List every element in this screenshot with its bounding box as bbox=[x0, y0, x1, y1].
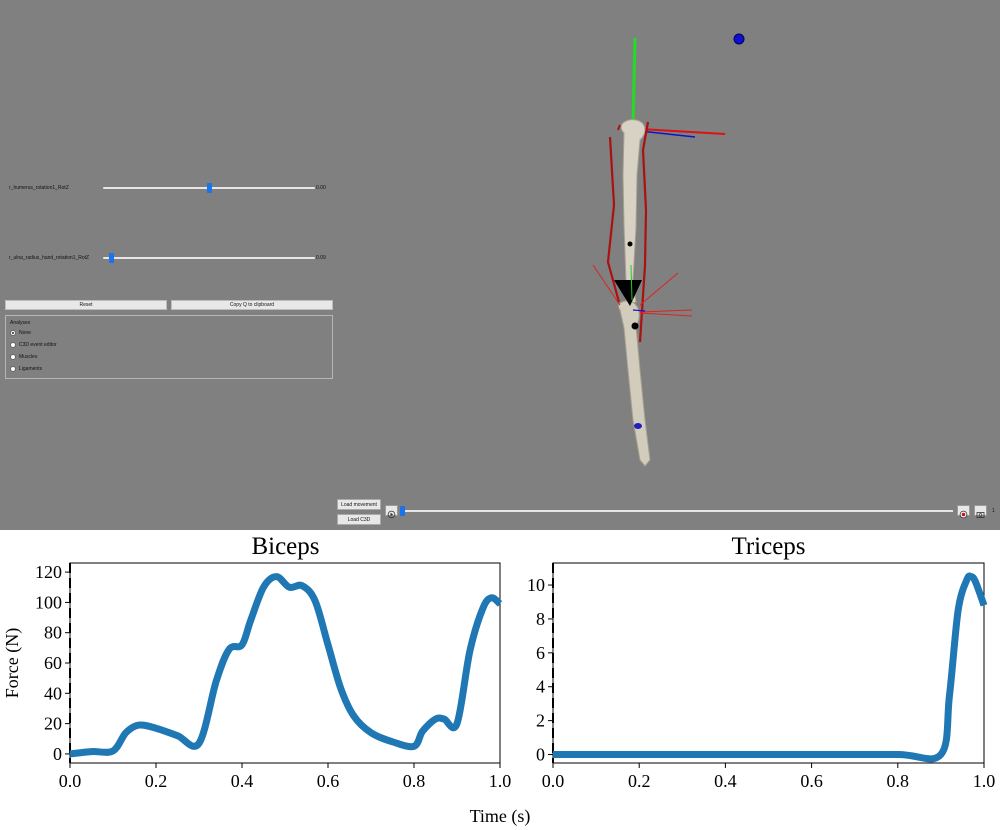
marker-hand bbox=[634, 423, 642, 429]
y-ticks-triceps: 0 2 4 6 8 10 bbox=[527, 575, 553, 765]
y-tick-label: 120 bbox=[35, 562, 62, 582]
x-tick-label: 0.6 bbox=[317, 771, 340, 791]
radio-c3d-event-editor[interactable]: C3D event editor bbox=[10, 342, 57, 348]
x-axis-line bbox=[639, 128, 726, 135]
x-tick-label: 0.2 bbox=[628, 771, 651, 791]
slider-label-ulna-radius-hand: r_ulna_radius_hand_rotation1_RotZ bbox=[9, 255, 90, 261]
analyses-title: Analyses bbox=[10, 320, 31, 326]
model-3d-viewport[interactable] bbox=[560, 20, 780, 480]
slider-ulna-radius-hand-track[interactable] bbox=[103, 257, 315, 259]
y-tick-label: 60 bbox=[44, 653, 62, 673]
radio-label-c3d-event-editor: C3D event editor bbox=[19, 342, 57, 348]
marker-sphere bbox=[733, 33, 745, 45]
radio-none[interactable]: None bbox=[10, 330, 31, 336]
y-tick-label: 20 bbox=[44, 714, 62, 734]
timeline-slider-handle[interactable] bbox=[400, 506, 405, 516]
z-axis-line bbox=[639, 130, 696, 138]
radio-button-checked-icon[interactable] bbox=[10, 330, 16, 336]
elbow-z-axis bbox=[632, 309, 646, 312]
slider-value-humerus: 0.00 bbox=[316, 185, 326, 191]
x-tick-label: 0.2 bbox=[145, 771, 168, 791]
marker-point bbox=[631, 322, 639, 330]
x-tick-label: 0.6 bbox=[800, 771, 823, 791]
forearm-bones bbox=[618, 300, 651, 467]
record-icon bbox=[959, 510, 968, 519]
x-ticks-triceps: 0.0 0.2 0.4 0.6 0.8 1.0 bbox=[542, 763, 996, 791]
radio-muscles[interactable]: Muscles bbox=[10, 354, 37, 360]
ligament-line bbox=[639, 272, 679, 306]
marker-point bbox=[627, 241, 633, 247]
copy-q-to-clipboard-button[interactable]: Copy Q to clipboard bbox=[171, 300, 333, 310]
x-ticks-biceps: 0.0 0.2 0.4 0.6 0.8 1.0 bbox=[59, 763, 512, 791]
slider-ulna-radius-hand-handle[interactable] bbox=[109, 253, 115, 263]
radio-button-icon[interactable] bbox=[10, 354, 16, 360]
x-tick-label: 0.0 bbox=[542, 771, 565, 791]
y-tick-label: 80 bbox=[44, 623, 62, 643]
biorbd-viewer-window: r_humerus_rotation1_RotZ 0.00 r_ulna_rad… bbox=[0, 0, 1000, 530]
x-tick-label: 0.8 bbox=[887, 771, 910, 791]
elbow-y-axis bbox=[630, 264, 633, 301]
chart-frame-triceps bbox=[552, 562, 985, 764]
series-line bbox=[553, 572, 988, 763]
chart-biceps: Biceps 0.0 0.2 0.4 0.6 0.8 1.0 0 20 40 60 80 100 12… bbox=[2, 533, 511, 791]
x-tick-label: 1.0 bbox=[973, 771, 996, 791]
y-tick-label: 4 bbox=[536, 677, 545, 697]
series-biceps bbox=[69, 573, 503, 758]
y-axis-label-biceps: Force (N) bbox=[2, 628, 23, 698]
series-triceps bbox=[553, 572, 988, 763]
chart-frame-biceps bbox=[69, 562, 501, 764]
chart-triceps: Triceps 0.0 0.2 0.4 0.6 0.8 1.0 0 2 4 6 8 10 bbox=[527, 533, 995, 791]
chart-title-biceps: Biceps bbox=[251, 533, 319, 560]
x-tick-label: 1.0 bbox=[489, 771, 512, 791]
humerus-bone bbox=[620, 119, 646, 307]
slider-label-humerus: r_humerus_rotation1_RotZ bbox=[9, 185, 69, 191]
x-tick-label: 0.4 bbox=[714, 771, 737, 791]
y-tick-label: 2 bbox=[536, 711, 545, 731]
y-ticks-biceps: 0 20 40 60 80 100 120 bbox=[35, 562, 70, 764]
analyses-group: Analyses None C3D event editor Muscles L… bbox=[5, 315, 333, 379]
y-tick-label: 0 bbox=[536, 745, 545, 765]
y-tick-label: 100 bbox=[35, 592, 62, 612]
radio-label-ligaments: Ligaments bbox=[19, 366, 43, 372]
snapshot-button[interactable] bbox=[974, 505, 987, 518]
biceps-muscle-line bbox=[606, 136, 621, 303]
y-tick-label: 8 bbox=[536, 609, 545, 629]
load-c3d-button[interactable]: Load C3D bbox=[337, 514, 381, 525]
timeline-slider-track[interactable] bbox=[400, 510, 953, 512]
frame-number-label: 1 bbox=[992, 508, 995, 514]
y-tick-label: 10 bbox=[527, 575, 545, 595]
slider-humerus-handle[interactable] bbox=[206, 183, 212, 193]
radio-button-icon[interactable] bbox=[10, 342, 16, 348]
ligament-line bbox=[592, 264, 621, 306]
play-button[interactable] bbox=[385, 505, 398, 519]
elbow-joint-wedge bbox=[614, 280, 642, 306]
x-tick-label: 0.0 bbox=[59, 771, 82, 791]
ligament-line bbox=[639, 312, 693, 317]
radio-label-none: None bbox=[19, 330, 31, 336]
x-axis-label-time: Time (s) bbox=[470, 806, 531, 827]
y-tick-label: 0 bbox=[53, 744, 62, 764]
x-tick-label: 0.8 bbox=[403, 771, 426, 791]
slider-value-ulna-radius-hand: 0.09 bbox=[316, 255, 326, 261]
chart-title-triceps: Triceps bbox=[731, 533, 805, 560]
ligament-line bbox=[639, 309, 693, 313]
radio-ligaments[interactable]: Ligaments bbox=[10, 366, 42, 372]
load-movement-button[interactable]: Load movement bbox=[337, 499, 381, 510]
y-axis-line bbox=[631, 37, 637, 126]
record-button[interactable] bbox=[957, 505, 970, 519]
play-icon bbox=[387, 510, 396, 519]
muscle-insertion-line bbox=[617, 124, 621, 131]
y-tick-label: 6 bbox=[536, 643, 545, 663]
x-tick-label: 0.4 bbox=[231, 771, 254, 791]
triceps-muscle-line bbox=[638, 121, 650, 343]
radio-button-icon[interactable] bbox=[10, 366, 16, 372]
muscle-force-plots: Biceps 0.0 0.2 0.4 0.6 0.8 1.0 02040608010012… bbox=[2, 533, 995, 827]
snapshot-icon bbox=[976, 512, 985, 518]
reset-button[interactable]: Reset bbox=[5, 300, 167, 310]
y-tick-label: 40 bbox=[44, 683, 62, 703]
radio-label-muscles: Muscles bbox=[19, 354, 38, 360]
series-line bbox=[69, 573, 503, 758]
